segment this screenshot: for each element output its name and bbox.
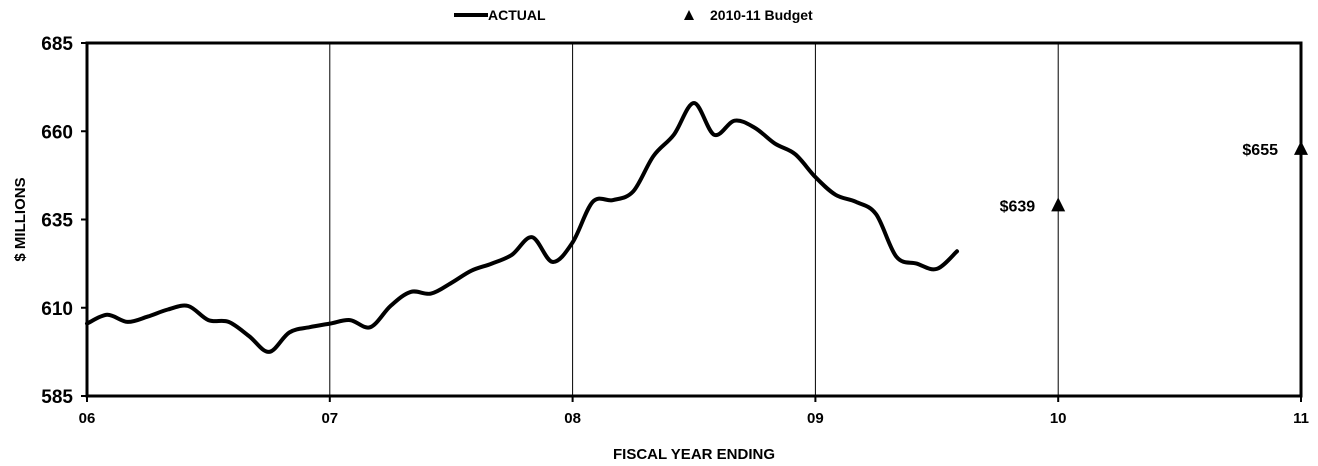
legend-label-actual: ACTUAL [488,7,546,23]
series-line-actual [87,103,957,352]
x-tick-label: 10 [1050,410,1067,427]
series-layer: $639 $655 [87,103,1308,352]
x-tick-label: 08 [564,410,581,427]
y-tick-label: 585 [41,387,73,408]
y-axis-title: $ MILLIONS [12,177,29,261]
budget-marker [1051,197,1065,211]
plot-frame [87,43,1301,396]
y-tick-label: 635 [41,211,73,232]
gridlines [330,43,1058,396]
budget-data-label: $655 [1242,142,1278,159]
x-tick-label: 11 [1293,410,1309,427]
y-tick-label: 685 [41,34,73,55]
x-axis-title: FISCAL YEAR ENDING [613,446,775,461]
y-tick-label: 660 [41,122,73,143]
y-tick-label: 610 [41,299,73,320]
budget-data-label: $639 [1000,198,1036,215]
axis-labels: 06 07 08 09 10 11 585 610 635 660 685 [41,34,1309,427]
legend-label-budget: 2010-11 Budget [710,7,813,23]
legend-triangle-swatch [684,10,694,20]
legend: ACTUAL 2010-11 Budget [454,7,813,23]
x-tick-label: 06 [79,410,96,427]
x-tick-label: 07 [321,410,338,427]
x-tick-label: 09 [807,410,824,427]
